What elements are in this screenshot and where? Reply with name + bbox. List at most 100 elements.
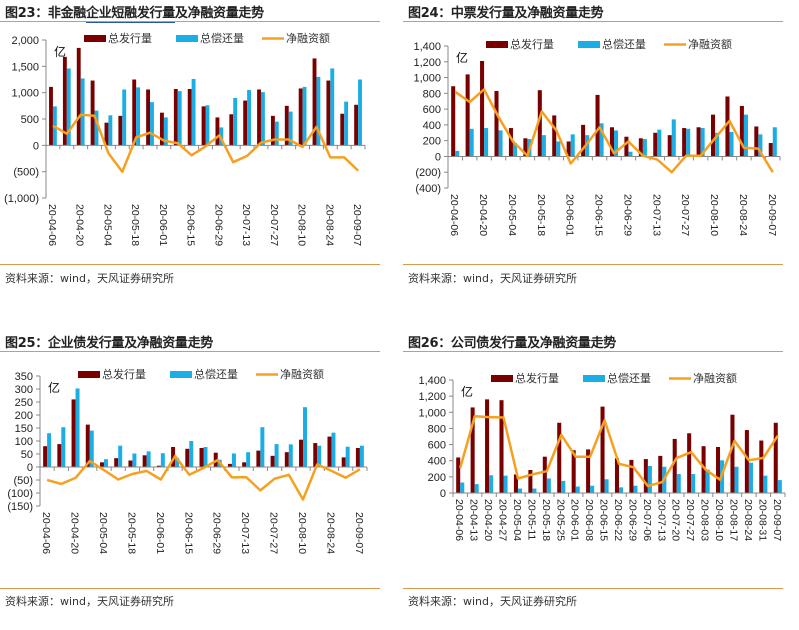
- bar-issuance: [188, 89, 192, 145]
- y-tick-label: (1,000): [4, 193, 39, 205]
- x-tick-label: 20-05-18: [540, 499, 552, 541]
- bar-repayment: [470, 129, 474, 157]
- unit-label: 亿: [48, 380, 60, 395]
- bar-issuance: [624, 137, 628, 157]
- bar-repayment: [633, 486, 637, 493]
- figure-26-label: 图26：: [408, 336, 451, 351]
- y-tick-label: 0: [435, 151, 441, 163]
- legend-repayment: 总偿还量: [176, 31, 244, 45]
- bar-repayment: [605, 479, 609, 493]
- bar-repayment: [763, 476, 767, 493]
- x-tick-label: 20-04-06: [453, 499, 465, 541]
- bar-repayment: [576, 487, 580, 493]
- x-tick-label: 20-08-24: [323, 204, 335, 246]
- bar-issuance: [340, 114, 344, 146]
- bar-issuance: [49, 87, 53, 145]
- bar-repayment: [275, 122, 279, 146]
- bar-repayment: [118, 446, 122, 467]
- legend-swatch: [583, 375, 605, 382]
- title-rule: [403, 351, 783, 352]
- figure-24-title-text: 中票发行量及净融资量走势: [451, 6, 603, 21]
- x-tick-label: 20-05-11: [525, 499, 537, 540]
- y-tick-label: 1,000: [418, 407, 446, 419]
- y-tick-label: 200: [15, 410, 33, 422]
- bar-repayment: [547, 478, 551, 493]
- bar-issuance: [759, 441, 763, 493]
- figure-23-title-pre: 非金融: [48, 6, 86, 21]
- x-tick-label: 20-08-10: [708, 194, 720, 236]
- bar-issuance: [200, 448, 204, 467]
- y-tick-label: 2,000: [11, 35, 39, 47]
- bar-repayment: [360, 446, 364, 467]
- legend-net-financing: 净融资额: [262, 31, 330, 45]
- legend-repayment: 总偿还量: [583, 371, 651, 385]
- bar-issuance: [485, 399, 489, 493]
- bar-issuance: [271, 456, 275, 467]
- x-tick-label: 20-08-24: [737, 194, 749, 236]
- y-tick-label: 100: [15, 436, 33, 448]
- bar-repayment: [204, 447, 208, 467]
- x-tick-label: 20-09-07: [771, 499, 783, 541]
- x-tick-label: 20-04-13: [468, 499, 480, 541]
- bar-repayment: [246, 452, 250, 467]
- bar-issuance: [697, 127, 701, 156]
- x-tick-label: 20-08-10: [296, 512, 308, 554]
- bar-issuance: [543, 457, 547, 493]
- y-tick-label: (500): [13, 167, 39, 179]
- title-rule: [403, 21, 783, 22]
- y-tick-label: (200): [415, 167, 441, 179]
- bar-issuance: [242, 462, 246, 467]
- bar-repayment: [330, 68, 334, 145]
- bar-issuance: [499, 400, 503, 493]
- bar-issuance: [243, 101, 247, 146]
- y-tick-label: (400): [415, 183, 441, 195]
- bar-issuance: [118, 116, 122, 145]
- legend-swatch: [486, 41, 508, 48]
- x-tick-label: 20-06-15: [182, 512, 194, 554]
- figure-25-chart: 350300250200150100500(50)(100)(150)20-04…: [0, 354, 392, 588]
- x-tick-label: 20-06-29: [621, 194, 633, 236]
- x-tick-label: 20-04-20: [477, 194, 489, 236]
- legend-label: 总发行量: [510, 37, 554, 51]
- legend-label: 总偿还量: [200, 31, 244, 45]
- x-tick-label: 20-04-20: [69, 512, 81, 554]
- x-tick-label: 20-08-17: [728, 499, 740, 541]
- y-tick-label: 0: [27, 462, 33, 474]
- unit-label: 亿: [456, 50, 468, 65]
- bar-issuance: [754, 126, 758, 156]
- bar-repayment: [561, 481, 565, 493]
- x-tick-label: 20-04-27: [497, 499, 509, 541]
- bar-issuance: [146, 90, 150, 146]
- x-tick-label: 20-07-13: [239, 512, 251, 554]
- bar-repayment: [232, 453, 236, 467]
- bar-issuance: [114, 458, 118, 467]
- y-tick-label: 800: [423, 88, 441, 100]
- bar-repayment: [489, 475, 493, 493]
- unit-label: 亿: [461, 384, 473, 399]
- y-tick-label: 400: [428, 456, 446, 468]
- legend-label: 总偿还量: [194, 367, 238, 381]
- x-tick-label: 20-05-18: [125, 512, 137, 554]
- x-tick-label: 20-06-29: [212, 204, 224, 246]
- bar-repayment: [358, 80, 362, 146]
- bar-issuance: [257, 90, 261, 146]
- x-tick-label: 20-05-04: [101, 204, 113, 246]
- x-tick-label: 20-07-13: [650, 194, 662, 236]
- y-tick-label: 1,000: [11, 88, 39, 100]
- bar-issuance: [285, 452, 289, 467]
- x-tick-label: 20-04-20: [74, 204, 86, 246]
- bar-repayment: [132, 453, 136, 467]
- bar-repayment: [648, 466, 652, 493]
- bar-repayment: [104, 459, 108, 467]
- bar-repayment: [590, 486, 594, 493]
- y-tick-label: 1,200: [418, 391, 446, 403]
- y-tick-label: 300: [15, 384, 33, 396]
- bar-issuance: [327, 437, 331, 467]
- x-tick-label: 20-06-01: [154, 512, 166, 554]
- source-rule: [0, 588, 380, 589]
- bar-repayment: [303, 87, 307, 145]
- bar-repayment: [773, 127, 777, 156]
- y-tick-label: 350: [15, 371, 33, 383]
- y-tick-label: 0: [33, 140, 39, 152]
